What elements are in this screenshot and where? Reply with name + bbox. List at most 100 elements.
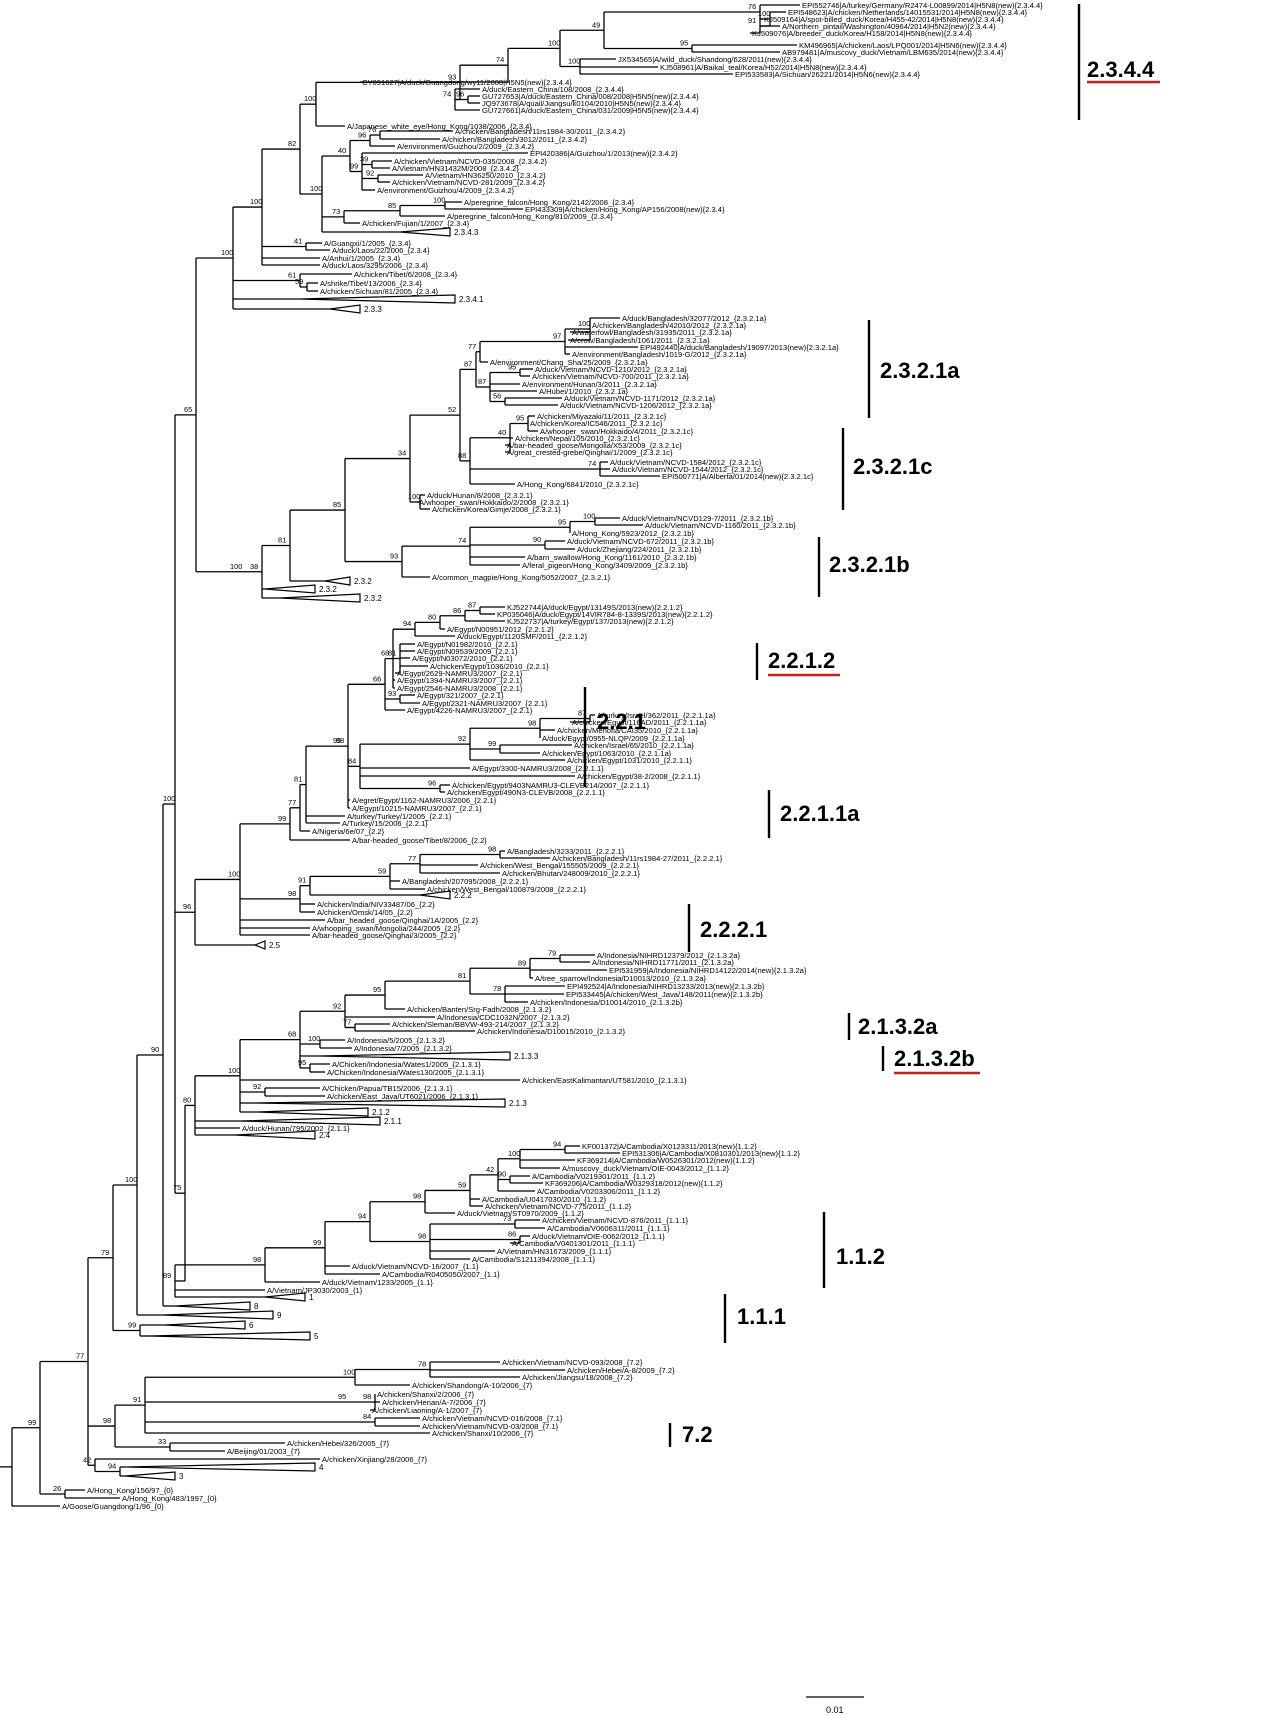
leaf-label: A/Vietnam/JP3030/2003_{1}: [267, 1286, 363, 1295]
support-value: 96: [183, 902, 191, 911]
collapsed-clade-label: 2.1.1: [384, 1117, 402, 1126]
leaf-label: A/Turkey/15/2006_{2.2.1}: [342, 819, 428, 828]
collapsed-clade-label: 2.1.3.3: [514, 1052, 539, 1061]
support-value: 79: [101, 1248, 109, 1257]
leaf-label: A/chicken/Fujian/1/2007_{2.3.4}: [362, 219, 470, 228]
leaf-label: A/Chicken/Indonesia/Wates1/2005_{2.1.3.1…: [332, 1060, 481, 1069]
leaf-label: A/Cambodia/S1211394/2008_{1.1.1}: [472, 1255, 596, 1264]
leaf-label: A/chicken/Vietnam/NCVD-775/2011_{1.1.2}: [485, 1202, 632, 1211]
leaf-label: A/chicken/Egypt/490N3-CLEVB/2008_{2.2.1.…: [447, 788, 605, 797]
leaf-label: A/chicken/Shanxi/2/2006_{7}: [377, 1390, 475, 1399]
collapsed-clade-triangle: [264, 1292, 306, 1302]
support-value: 97: [553, 332, 561, 341]
leaf-label: A/chicken/Bhutan/248009/2010_{2.2.2.1}: [502, 869, 641, 878]
leaf-label: A/chicken/Hebei/326/2005_{7}: [287, 1439, 390, 1448]
leaf-label: A/duck/Vietnam/ST0970/2009_{1.1.2}: [457, 1209, 584, 1218]
support-value: 100: [221, 248, 233, 257]
leaf-label: A/duck/Hunan/795/2002_{2.1.1}: [242, 1124, 350, 1133]
leaf-label: A/Egypt/2629-NAMRU3/2007_{2.2.1}: [397, 669, 523, 678]
leaf-label: A/chicken/West_Bengal/100879/2008_{2.2.2…: [427, 885, 586, 894]
support-value: 98: [488, 845, 496, 854]
support-value: 100: [548, 38, 560, 47]
support-value: 85: [333, 500, 341, 509]
leaf-label: A/duck/Egypt/1120SMF/2011_{2.2.1.2}: [457, 632, 588, 641]
support-value: 100: [304, 94, 316, 103]
collapsed-clade-triangle: [419, 890, 451, 900]
leaf-label: EPI531959|A/Indonesia/NIHRD14122/2014(ne…: [609, 966, 807, 975]
support-value: 98: [253, 1255, 261, 1264]
leaf-label: A/chicken/Egypt/1063/2010_{2.2.1.1a}: [542, 749, 672, 758]
support-value: 98: [363, 1392, 371, 1401]
leaf-label: A/whooper_swan/Hokkaido/4/2011_{2.3.2.1c…: [540, 427, 694, 436]
collapsed-clade-triangle: [253, 940, 266, 950]
leaf-label: A/Egypt/3300-NAMRU3/2008_{2.2.1.1}: [472, 764, 604, 773]
collapsed-clade-triangle: [329, 304, 361, 314]
collapsed-clade-label: 8: [254, 1302, 259, 1311]
collapsed-clade-label: 9: [277, 1311, 282, 1320]
support-value: 81: [458, 971, 466, 980]
support-value: 100: [583, 512, 595, 521]
support-value: 81: [278, 536, 286, 545]
support-value: 93: [390, 552, 398, 561]
collapsed-clade-label: 2.5: [269, 941, 281, 950]
support-value: 87: [464, 359, 472, 368]
leaf-label: A/shrike/Tibet/13/2006_{2.3.4}: [320, 279, 422, 288]
support-value: 100: [433, 196, 445, 205]
leaf-label: A/bar_headed_goose/Qinghai/1A/2005_{2.2}: [327, 916, 479, 925]
leaf-label: EPI548623|A/chicken/Netherlands/14015531…: [788, 8, 1028, 17]
support-value: 100: [758, 9, 770, 18]
leaf-label: A/Egypt/321/2007_{2.2.1}: [417, 691, 504, 700]
collapsed-clade-label: 2.3.2: [354, 577, 372, 586]
collapsed-clade-label: 2.3.4.1: [459, 295, 484, 304]
leaf-label: A/Cambodia/V0203306/2011_{1.1.2}: [537, 1187, 661, 1196]
leaf-label: KM496965|A/chicken/Laos/LPQ001/2014|H5N6…: [799, 41, 1007, 50]
leaf-label: A/bar-headed_goose/Qinghai/3/2005_{2.2}: [312, 931, 457, 940]
support-value: 68: [288, 1030, 296, 1039]
leaf-label: A/chicken/Nepal/105/2010_{2.3.2.1c}: [515, 434, 640, 443]
leaf-label: A/Cambodia/U0417030/2010_{1.1.2}: [482, 1195, 607, 1204]
collapsed-clade-triangle: [299, 294, 456, 304]
collapsed-clade-label: 2.4: [319, 1131, 331, 1140]
leaf-label: EPI533445|A/chicken/West_Java/148/2011(n…: [566, 990, 763, 999]
support-value: 52: [448, 405, 456, 414]
support-value: 78: [493, 984, 501, 993]
leaf-label: A/chicken/Bangladesh/3012/2011_{2.3.4.2}: [442, 135, 588, 144]
support-value: 84: [363, 1412, 371, 1421]
support-value: 98: [418, 1232, 426, 1241]
support-value: 75: [173, 1183, 181, 1192]
clade-label-2-3-2-1b: 2.3.2.1b: [829, 552, 910, 577]
leaf-label: A/duck/Hunan/8/2008_{2.3.2.1}: [427, 491, 533, 500]
support-value: 87: [478, 377, 486, 386]
leaf-label: A/great_crested-grebe/Qinghai/1/2009_{2.…: [507, 448, 673, 457]
leaf-label: A/Cambodia/V0401301/2011_{1.1.1}: [512, 1239, 636, 1248]
leaf-label: A/chicken/Korea/Gimje/2008_{2.3.2.1}: [432, 505, 561, 514]
clade-label-2-2-1-1a: 2.2.1.1a: [780, 801, 860, 826]
leaf-label: A/chicken/Egypt/9403NAMRU3-CLEVB214/2007…: [452, 781, 650, 790]
leaf-label: A/duck/Vietnam/OIE-0062/2012_{1.1.1}: [532, 1232, 665, 1241]
support-value: 80: [183, 1095, 191, 1104]
support-value: 76: [368, 125, 376, 134]
support-value: 68: [381, 649, 389, 658]
leaf-label: A/chicken/West_Bengal/155505/2009_{2.2.2…: [480, 861, 639, 870]
leaf-label: A/Vietnam/HN36250/2010_{2.3.4.2}: [425, 171, 546, 180]
leaf-label: A/chicken/Egypt/116AD/2011_{2.2.1.1a}: [572, 718, 707, 727]
leaf-label: A/environment/Chang_Sha/25/2009_{2.3.2.1…: [490, 358, 648, 367]
leaf-label: A/chicken/Henan/A-7/2006_{7}: [382, 1398, 486, 1407]
leaf-label: A/duck/Vietnam/NCVD-1171/2012_{2.3.2.1a}: [564, 394, 716, 403]
leaf-label: KJ508961|A/Baikal_teal/Korea/H52/2014|H5…: [660, 63, 867, 72]
support-value: 100: [163, 794, 175, 803]
leaf-label: A/environment/Guizhou/2/2009_{2.3.4.2}: [397, 142, 535, 151]
support-value: 91: [298, 876, 306, 885]
collapsed-clade-triangle: [279, 593, 361, 603]
support-value: 89: [518, 958, 526, 967]
leaf-label: EPI433309|A/chicken/Hong_Kong/AP156/2008…: [525, 205, 725, 214]
leaf-label: KJ509076|A/breeder_duck/Korea/H158/2014|…: [752, 29, 973, 38]
leaf-label: A/chicken/Vietnam/NCVD-016/2008_{7.1}: [422, 1414, 563, 1423]
leaf-label: A/bar-headed_goose/Mongolia/X53/2009_{2.…: [507, 441, 682, 450]
support-value: 100: [343, 1367, 355, 1376]
collapsed-clade-label: 2.3.3: [364, 305, 382, 314]
support-value: 77: [408, 854, 416, 863]
support-value: 94: [358, 1212, 366, 1221]
support-value: 91: [748, 16, 756, 25]
leaf-label: EPI552746|A/turkey/Germany/R2474-L00899/…: [802, 1, 1043, 10]
